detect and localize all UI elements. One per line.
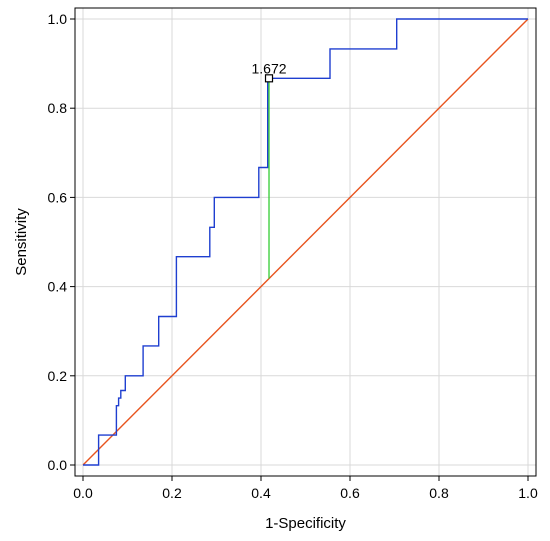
x-tick-label: 0.6	[340, 485, 360, 501]
series-layer	[82, 18, 529, 466]
y-tick-label: 0.2	[48, 368, 68, 384]
y-tick-label: 0.4	[48, 279, 68, 295]
x-tick-label: 0.0	[73, 485, 93, 501]
plot-frame	[74, 7, 537, 477]
x-tick-label: 1.0	[518, 485, 538, 501]
cutoff-label: 1.672	[251, 60, 286, 76]
y-tick-label: 0.8	[48, 100, 68, 116]
x-axis-label: 1-Specificity	[265, 515, 346, 532]
x-tick-label: 0.4	[251, 485, 271, 501]
y-tick-label: 1.0	[48, 11, 68, 27]
x-tick-label: 0.2	[162, 485, 182, 501]
y-tick-label: 0.6	[48, 189, 68, 205]
grid	[75, 8, 536, 476]
x-tick-label: 0.8	[429, 485, 449, 501]
y-axis-label: Sensitivity	[13, 208, 30, 276]
cutoff-marker	[264, 74, 274, 83]
y-tick-label: 0.0	[48, 457, 68, 473]
axis-ticks: 0.0 0.2 0.4 0.6 0.8 1.0 0.0 0.2 0.4 0.6 0.8 1.0	[48, 11, 538, 501]
cutoff-layer: 1.672	[251, 60, 287, 279]
roc-curve-line	[83, 18, 528, 466]
reference-diagonal-line	[82, 18, 529, 466]
